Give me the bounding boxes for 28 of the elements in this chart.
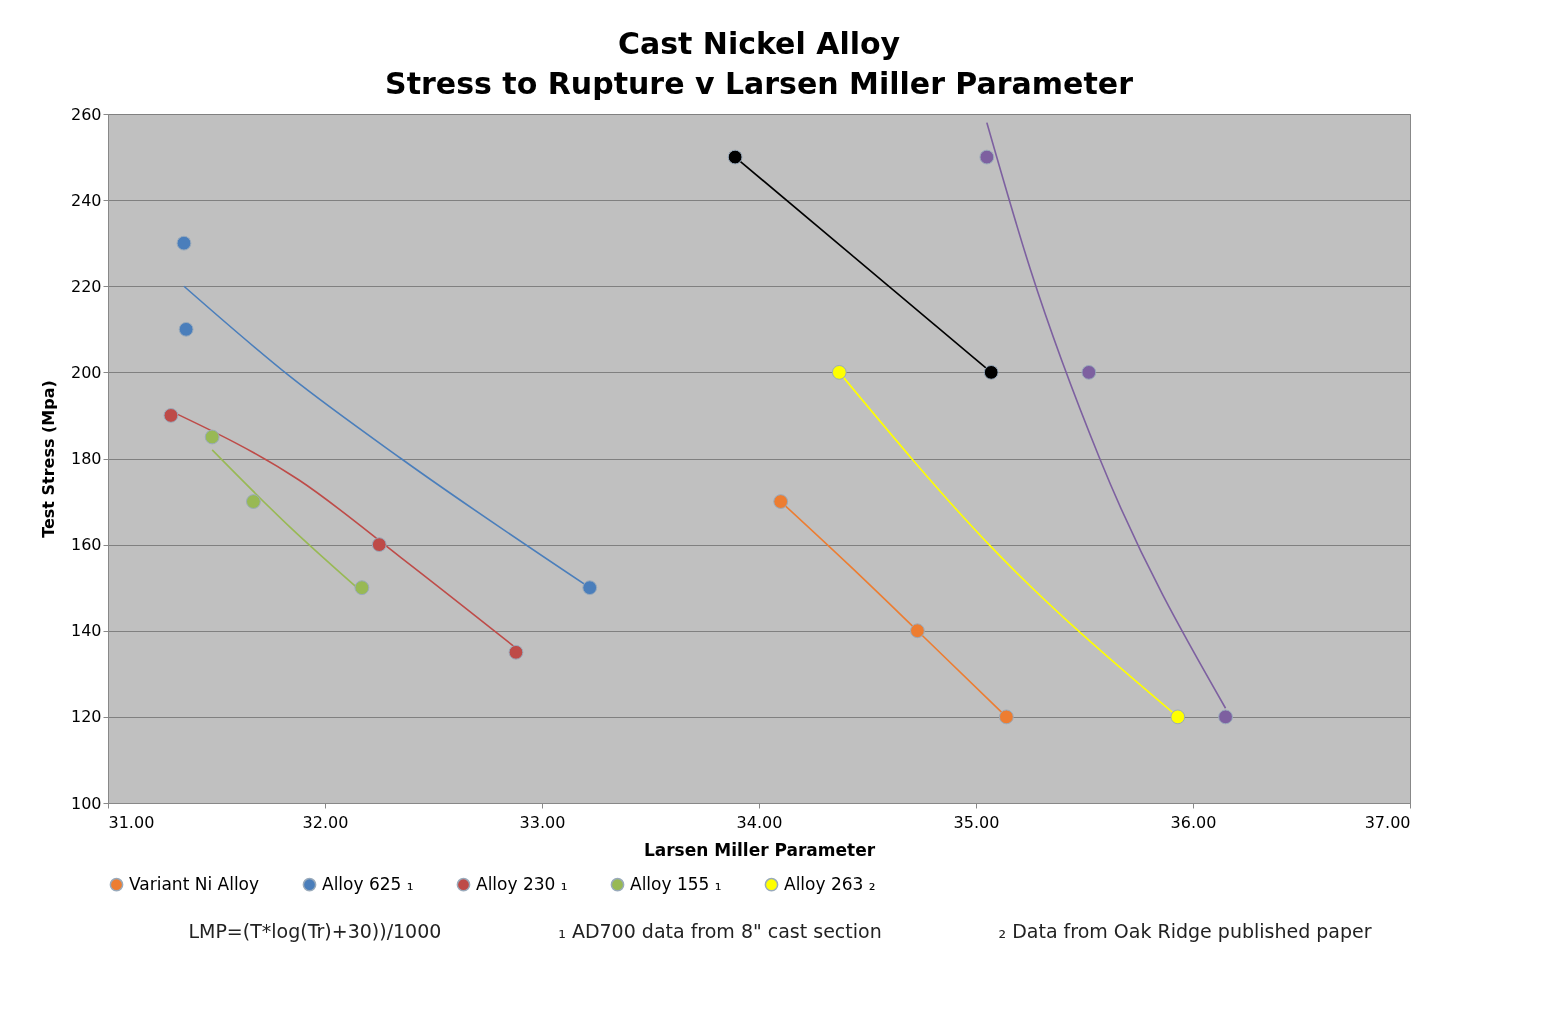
y-tick-label: 180 [70,449,102,468]
x-tick-label: 34.00 [736,812,783,832]
text: ₂ Data from Oak Ridge published paper [998,920,1372,942]
y-tick-label: 220 [70,276,102,296]
y-tick-label: 240 [70,190,102,210]
x-tick-label: 33.00 [519,812,566,832]
x-axis-title: Larsen Miller Parameter [643,839,876,860]
x-tick-label: 31.00 [108,812,155,832]
y-tick-label: 160 [70,535,102,555]
y-tick-label: 100 [70,793,102,813]
y-tick-label: 260 [70,104,102,124]
y-tick-label: 200 [70,362,102,382]
text: ₁ AD700 data from 8" cast section [558,920,882,942]
x-tick-label: 32.00 [302,812,349,832]
legend-label: Alloy 155 ₁ [630,873,722,894]
legend-label: Alloy 625 ₁ [322,873,414,894]
legend-label: Variant Ni Alloy [129,873,260,894]
x-tick-label: 35.00 [953,812,1000,832]
x-tick-label: 37.00 [1364,812,1411,832]
x-tick-label: 36.00 [1170,812,1217,832]
y-tick-label: 140 [70,621,102,641]
legend-label: Alloy 230 ₁ [476,873,568,894]
chart-subtitle: Stress to Rupture v Larsen Miller Parameter [385,66,1134,101]
legend-label: Alloy 263 ₂ [784,873,876,894]
chart-title: Cast Nickel Alloy [617,26,901,61]
text: LMP=(T*log(Tr)+30))/1000 [188,920,442,942]
y-tick-label: 120 [70,707,102,727]
y-axis-title: Test Stress (Mpa) [38,380,58,538]
